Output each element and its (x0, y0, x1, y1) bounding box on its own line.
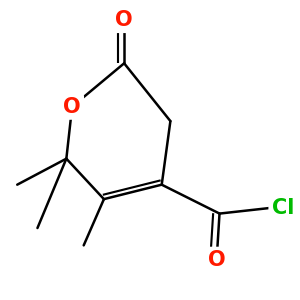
Text: O: O (63, 97, 81, 117)
Text: Cl: Cl (272, 198, 294, 218)
Text: O: O (115, 10, 133, 30)
Text: O: O (115, 10, 133, 30)
Text: O: O (63, 97, 81, 117)
Text: O: O (208, 250, 225, 270)
Text: O: O (208, 250, 225, 270)
Text: Cl: Cl (272, 198, 294, 218)
